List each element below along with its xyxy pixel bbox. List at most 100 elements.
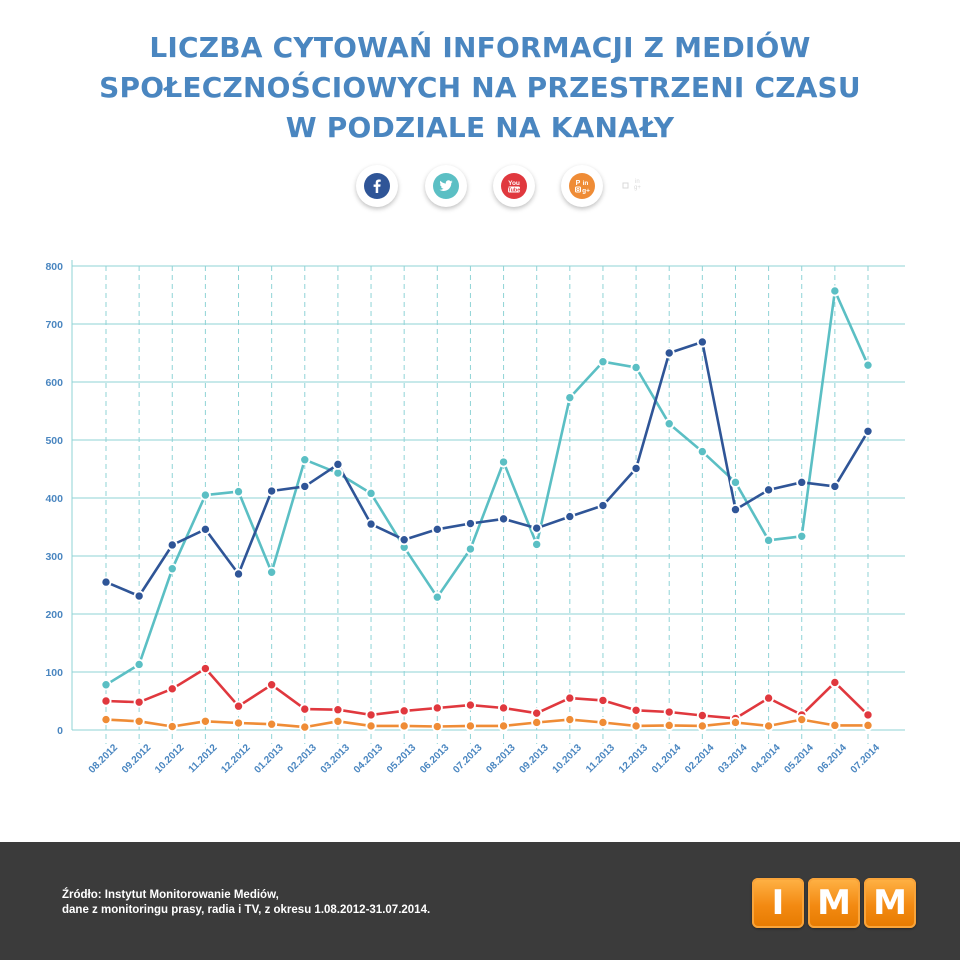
data-point-inne [266, 718, 278, 730]
data-point-facebook [531, 522, 543, 534]
x-tick-label: 10.2013 [551, 742, 585, 776]
faint-social-icon: in g+ [622, 176, 644, 197]
data-point-youtube [763, 692, 775, 704]
data-point-twitter [564, 392, 576, 404]
data-point-twitter [233, 486, 245, 498]
data-point-inne [829, 719, 841, 731]
y-tick-label: 500 [45, 435, 63, 447]
data-point-youtube [299, 703, 311, 715]
data-point-inne [531, 716, 543, 728]
data-point-facebook [564, 511, 576, 523]
data-point-youtube [332, 704, 344, 716]
data-point-youtube [531, 707, 543, 719]
data-point-facebook [862, 425, 874, 437]
data-point-inne [166, 721, 178, 733]
data-point-youtube [398, 705, 410, 717]
data-point-facebook [729, 504, 741, 516]
data-point-inne [862, 719, 874, 731]
x-tick-label: 06.2014 [816, 742, 850, 776]
facebook-icon [364, 173, 390, 199]
source-line-2: dane z monitoringu prasy, radia i TV, z … [62, 904, 431, 916]
other-social-icon: P in g+ [569, 173, 595, 199]
data-point-twitter [531, 538, 543, 550]
source-line-1: Źródło: Instytut Monitorowanie Mediów, [62, 889, 279, 901]
svg-text:Tube: Tube [508, 188, 521, 194]
data-point-facebook [696, 336, 708, 348]
data-point-facebook [133, 590, 145, 602]
data-point-youtube [663, 706, 675, 718]
title-line-3: W PODZIALE NA KANAŁY [285, 111, 675, 144]
x-tick-label: 02.2013 [286, 742, 320, 776]
data-point-inne [233, 717, 245, 729]
data-point-youtube [696, 709, 708, 721]
data-point-twitter [763, 534, 775, 546]
data-point-twitter [498, 456, 510, 468]
data-point-youtube [498, 702, 510, 714]
series-line-inne [105, 718, 868, 729]
twitter-icon [433, 173, 459, 199]
youtube-icon: You Tube [501, 173, 527, 199]
series-line-facebook [105, 340, 870, 598]
data-point-inne [763, 720, 775, 732]
data-point-youtube [630, 704, 642, 716]
footer: Źródło: Instytut Monitorowanie Mediów, d… [0, 842, 960, 960]
x-tick-label: 09.2012 [120, 742, 154, 776]
legend-youtube: You Tube [493, 165, 535, 207]
x-tick-label: 04.2013 [352, 742, 386, 776]
y-tick-label: 200 [45, 609, 63, 621]
data-point-facebook [464, 518, 476, 530]
x-tick-label: 05.2014 [783, 742, 817, 776]
data-point-facebook [763, 484, 775, 496]
x-tick-label: 11.2013 [584, 742, 617, 775]
y-tick-label: 700 [45, 319, 63, 331]
data-point-inne [332, 715, 344, 727]
x-tick-label: 02.2014 [683, 742, 717, 776]
data-point-inne [498, 720, 510, 732]
data-point-youtube [199, 663, 211, 675]
data-point-twitter [133, 658, 145, 670]
data-point-facebook [100, 576, 112, 588]
title-line-2: SPOŁECZNOŚCIOWYCH NA PRZESTRZENI CZASU [99, 71, 861, 104]
data-point-inne [133, 715, 145, 727]
data-point-facebook [597, 500, 609, 512]
series-line-twitter [105, 289, 870, 686]
data-point-inne [663, 719, 675, 731]
data-point-inne [696, 720, 708, 732]
svg-text:You: You [508, 180, 520, 187]
data-point-twitter [431, 591, 443, 603]
data-point-facebook [829, 480, 841, 492]
legend: You Tube P in g+ [0, 165, 960, 221]
data-point-inne [199, 715, 211, 727]
data-point-twitter [299, 454, 311, 466]
x-tick-label: 12.2013 [617, 742, 651, 776]
data-point-inne [299, 721, 311, 733]
data-point-inne [398, 720, 410, 732]
data-point-twitter [365, 487, 377, 499]
legend-other: P in g+ [561, 165, 603, 207]
data-point-inne [597, 716, 609, 728]
data-point-inne [464, 720, 476, 732]
data-point-youtube [233, 700, 245, 712]
data-point-twitter [829, 285, 841, 297]
x-tick-label: 01.2013 [252, 742, 286, 776]
svg-text:in: in [583, 180, 589, 187]
data-point-youtube [100, 695, 112, 707]
y-tick-label: 300 [45, 551, 63, 563]
svg-text:g+: g+ [582, 187, 590, 194]
data-point-youtube [365, 709, 377, 721]
data-point-inne [630, 720, 642, 732]
x-tick-label: 09.2013 [517, 742, 551, 776]
data-point-facebook [796, 476, 808, 488]
data-point-youtube [597, 694, 609, 706]
svg-text:g+: g+ [634, 185, 641, 191]
data-point-twitter [266, 566, 278, 578]
data-point-facebook [233, 568, 245, 580]
data-point-inne [564, 714, 576, 726]
data-point-facebook [266, 485, 278, 497]
svg-text:in: in [635, 179, 640, 185]
data-point-youtube [564, 692, 576, 704]
data-point-twitter [464, 543, 476, 555]
data-point-youtube [431, 702, 443, 714]
y-tick-label: 400 [45, 493, 63, 505]
